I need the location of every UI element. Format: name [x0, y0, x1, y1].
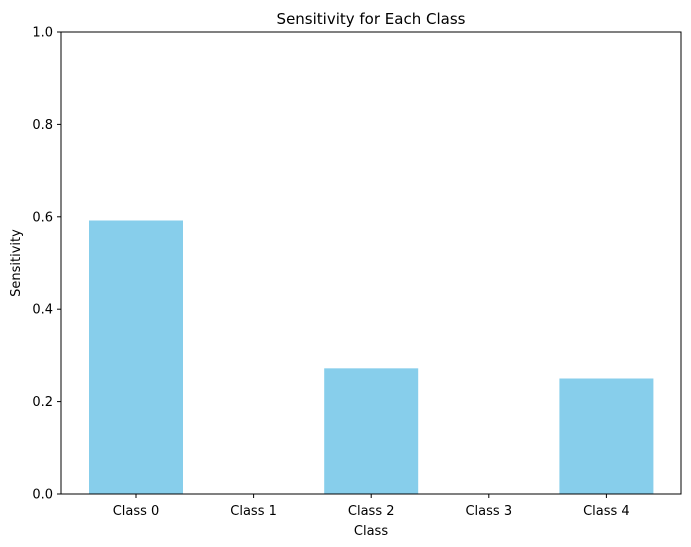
- bar-class-0: [89, 220, 183, 494]
- y-tick-label: 0.8: [32, 118, 53, 133]
- bars-layer: [89, 220, 654, 494]
- y-tick-label: 0.2: [32, 395, 53, 410]
- y-axis-title: Sensitivity: [9, 229, 24, 297]
- x-tick-label: Class 0: [113, 504, 160, 519]
- x-tick-label: Class 1: [230, 504, 277, 519]
- x-tick-label: Class 3: [465, 504, 512, 519]
- x-tick-label: Class 4: [583, 504, 630, 519]
- y-tick-label: 1.0: [32, 26, 53, 41]
- y-tick-label: 0.0: [32, 488, 53, 503]
- x-tick-label: Class 2: [348, 504, 395, 519]
- chart-title: Sensitivity for Each Class: [277, 10, 466, 28]
- bar-class-4: [559, 378, 654, 494]
- ticks-layer: 0.0 0.2 0.4 0.6 0.8 1.0 Class 0 Class 1 Class 2 C…: [32, 26, 629, 520]
- y-tick-label: 0.6: [32, 210, 53, 225]
- y-tick-label: 0.4: [32, 303, 53, 318]
- bar-class-2: [324, 368, 419, 494]
- x-axis-title: Class: [354, 524, 388, 539]
